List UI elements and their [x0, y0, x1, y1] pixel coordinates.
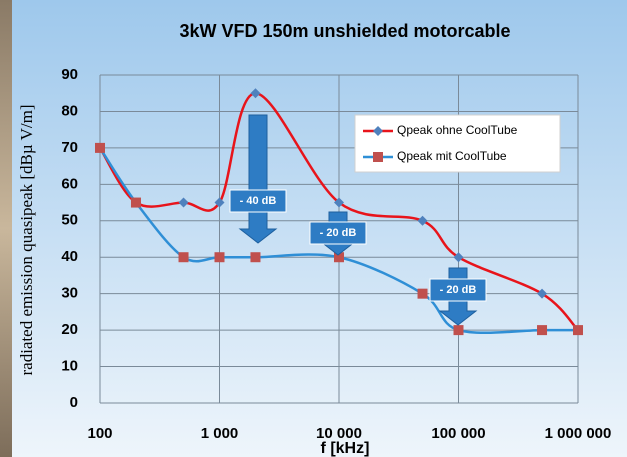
y-tick-label: 30	[61, 285, 78, 302]
y-tick-label: 70	[61, 139, 78, 156]
y-tick-label: 60	[61, 175, 78, 192]
y-tick-label: 50	[61, 212, 78, 229]
x-axis-label: f [kHz]	[321, 440, 370, 457]
marker	[573, 325, 583, 335]
marker	[418, 289, 428, 299]
marker	[537, 325, 547, 335]
annotation-label: - 20 dB	[320, 227, 357, 239]
x-tick-label: 1 000 000	[545, 425, 612, 442]
edge-strip	[0, 0, 12, 457]
marker	[250, 252, 260, 262]
y-tick-label: 20	[61, 321, 78, 338]
x-tick-label: 100 000	[431, 425, 485, 442]
y-tick-label: 40	[61, 248, 78, 265]
annotation-label: - 40 dB	[240, 195, 277, 207]
marker	[95, 143, 105, 153]
legend-label: Qpeak mit CoolTube	[397, 149, 507, 163]
y-tick-label: 80	[61, 102, 78, 119]
y-tick-label: 10	[61, 358, 78, 375]
chart: 3kW VFD 150m unshielded motorcable f [kH…	[0, 0, 627, 457]
marker	[454, 325, 464, 335]
x-tick-label: 100	[87, 425, 112, 442]
annotation-label: - 20 dB	[440, 284, 477, 296]
chart-title: 3kW VFD 150m unshielded motorcable	[179, 21, 510, 41]
marker	[131, 198, 141, 208]
marker	[373, 152, 383, 162]
y-tick-label: 0	[70, 394, 78, 411]
y-tick-label: 90	[61, 66, 78, 83]
x-tick-label: 1 000	[201, 425, 239, 442]
marker	[215, 252, 225, 262]
marker	[179, 252, 189, 262]
legend-label: Qpeak ohne CoolTube	[397, 123, 518, 137]
x-tick-label: 10 000	[316, 425, 362, 442]
y-axis-label: radiated emission quasipeak [dBµ V/m]	[17, 104, 36, 375]
